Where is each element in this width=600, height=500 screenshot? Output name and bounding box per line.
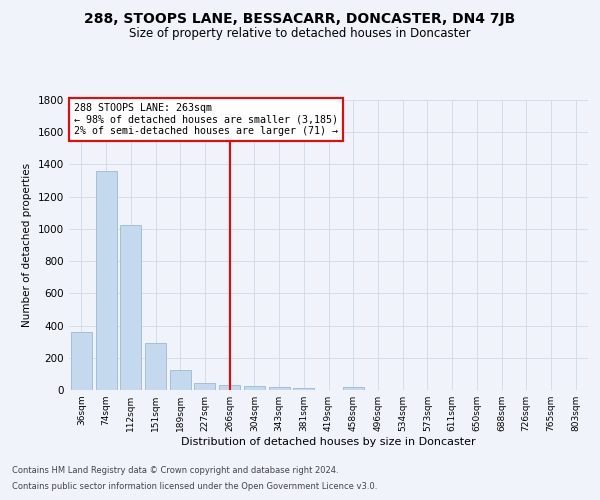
Text: Size of property relative to detached houses in Doncaster: Size of property relative to detached ho…	[129, 28, 471, 40]
Bar	[170, 370, 191, 390]
Bar	[120, 225, 141, 390]
Text: Contains HM Land Registry data © Crown copyright and database right 2024.: Contains HM Land Registry data © Crown c…	[12, 466, 338, 475]
Bar	[244, 386, 265, 390]
Bar	[194, 383, 215, 390]
X-axis label: Distribution of detached houses by size in Doncaster: Distribution of detached houses by size …	[181, 437, 476, 447]
Bar	[343, 387, 364, 390]
Bar	[71, 332, 92, 390]
Bar	[95, 171, 116, 390]
Text: 288 STOOPS LANE: 263sqm
← 98% of detached houses are smaller (3,185)
2% of semi-: 288 STOOPS LANE: 263sqm ← 98% of detache…	[74, 103, 338, 136]
Bar	[145, 344, 166, 390]
Text: Contains public sector information licensed under the Open Government Licence v3: Contains public sector information licen…	[12, 482, 377, 491]
Bar	[293, 388, 314, 390]
Text: 288, STOOPS LANE, BESSACARR, DONCASTER, DN4 7JB: 288, STOOPS LANE, BESSACARR, DONCASTER, …	[85, 12, 515, 26]
Bar	[269, 387, 290, 390]
Bar	[219, 385, 240, 390]
Y-axis label: Number of detached properties: Number of detached properties	[22, 163, 32, 327]
